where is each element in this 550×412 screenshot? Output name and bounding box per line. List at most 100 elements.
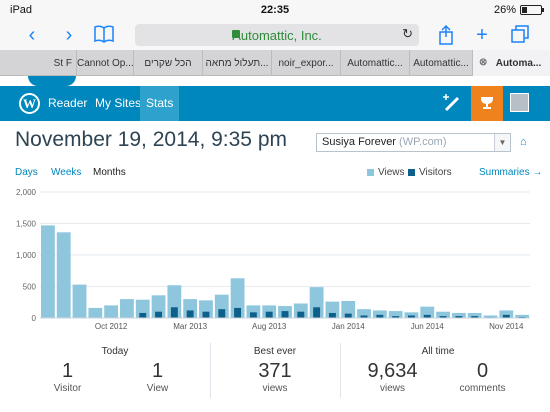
legend-visitors: Visitors xyxy=(419,167,452,178)
x-tick-label: Aug 2013 xyxy=(252,322,287,331)
divider xyxy=(340,343,341,398)
y-tick-label: 500 xyxy=(23,283,37,292)
nav-stats[interactable]: Stats xyxy=(140,86,180,121)
summaries-link[interactable]: Summaries → xyxy=(479,167,543,178)
visitors-bar xyxy=(455,316,463,318)
all-time-comments-count: 0 xyxy=(476,360,489,382)
page-peek xyxy=(28,76,76,86)
visitors-bar xyxy=(328,312,336,318)
views-bar xyxy=(404,312,419,318)
visitors-bar xyxy=(344,313,352,318)
new-tab-icon[interactable]: + xyxy=(476,24,488,46)
address-bar[interactable]: Automattic, Inc. ↻ xyxy=(135,24,419,46)
views-bar xyxy=(515,314,529,318)
visitors-bar xyxy=(471,316,479,318)
visitors-bar xyxy=(439,316,447,318)
tab-days[interactable]: Days xyxy=(15,167,38,178)
visitors-bar xyxy=(170,307,178,318)
url-text: Automattic, Inc. xyxy=(232,28,322,43)
views-bar xyxy=(41,225,55,318)
reload-icon[interactable]: ↻ xyxy=(402,26,413,41)
views-bar xyxy=(56,232,71,318)
tab-months[interactable]: Months xyxy=(93,167,126,178)
browser-tab[interactable]: noir_expor... xyxy=(271,50,340,76)
visitors-bar xyxy=(297,311,305,318)
status-bar: iPad 22:35 26% xyxy=(0,0,550,20)
all-time-views-count: 9,634 xyxy=(367,360,418,382)
legend-views: Views xyxy=(378,167,405,178)
visitors-bar xyxy=(186,310,194,318)
share-icon[interactable] xyxy=(434,24,458,46)
home-icon[interactable]: ⌂ xyxy=(520,136,527,148)
visitors-bar xyxy=(423,314,431,318)
visitors-bar xyxy=(155,311,162,318)
close-tab-icon[interactable]: ⊗ xyxy=(479,57,488,68)
visitors-bar xyxy=(265,311,273,318)
visitors-bar xyxy=(249,312,257,318)
divider xyxy=(210,343,211,398)
y-tick-label: 1,500 xyxy=(16,220,37,229)
device-label: iPad xyxy=(10,4,33,16)
x-tick-label: Jun 2014 xyxy=(411,322,444,331)
all-time-views-label: views xyxy=(379,383,405,394)
bookmarks-icon[interactable] xyxy=(92,24,116,46)
stats-chart: 2,000 1,500 1,000 500 0 Oct 2012 Mar 2013 Aug 2… xyxy=(16,188,530,331)
today-visitor-count: 1 xyxy=(61,360,74,382)
tab-weeks[interactable]: Weeks xyxy=(51,167,82,178)
lock-icon xyxy=(232,30,240,38)
visitors-bar xyxy=(218,309,226,318)
views-bar xyxy=(483,315,498,318)
best-ever-count: 371 xyxy=(258,360,292,382)
today-visitor-label: Visitor xyxy=(53,383,82,394)
browser-tab[interactable]: תעלול מחאה... xyxy=(202,50,271,76)
y-tick-label: 1,000 xyxy=(16,251,37,260)
today-view-count: 1 xyxy=(151,360,164,382)
browser-tab[interactable]: הכל שקרים xyxy=(133,50,202,76)
chevron-down-icon: ▼ xyxy=(494,134,510,151)
back-icon[interactable]: ‹ xyxy=(28,24,36,46)
browser-tab[interactable]: Cannot Op... xyxy=(76,50,133,76)
y-tick-label: 0 xyxy=(32,314,37,323)
notifications-button[interactable] xyxy=(471,86,503,121)
visitors-bar xyxy=(234,307,242,318)
wp-nav-bar: W Reader My Sites Stats xyxy=(0,86,550,121)
visitors-bar xyxy=(502,314,510,318)
visitors-legend-swatch xyxy=(408,169,415,176)
views-bar xyxy=(72,284,87,318)
compose-icon[interactable] xyxy=(440,92,464,114)
trophy-icon xyxy=(481,97,493,109)
views-bar xyxy=(436,311,450,318)
views-bar xyxy=(372,310,387,318)
today-heading: Today xyxy=(101,346,129,357)
visitors-bar xyxy=(281,311,289,318)
x-tick-label: Oct 2012 xyxy=(95,322,128,331)
browser-tab[interactable]: St F xyxy=(53,58,72,69)
forward-icon[interactable]: › xyxy=(65,24,73,46)
tabs-overview-icon[interactable] xyxy=(508,24,532,46)
views-bar xyxy=(104,305,119,318)
views-bar xyxy=(467,312,482,318)
visitors-bar xyxy=(313,307,321,318)
views-bar xyxy=(88,307,103,318)
views-bar xyxy=(420,306,435,318)
visitors-bar xyxy=(392,316,400,318)
visitors-bar xyxy=(376,314,384,318)
battery-icon xyxy=(520,5,544,15)
best-ever-heading: Best ever xyxy=(253,346,297,357)
browser-tab[interactable]: Automattic... xyxy=(340,50,409,76)
nav-reader[interactable]: Reader xyxy=(48,96,88,110)
x-tick-label: Jan 2014 xyxy=(332,322,365,331)
wordpress-logo-icon[interactable]: W xyxy=(19,93,40,114)
browser-tab[interactable]: Automattic... xyxy=(409,50,472,76)
visitors-bar xyxy=(408,315,415,318)
today-view-label: View xyxy=(146,383,169,394)
avatar[interactable] xyxy=(510,93,529,112)
battery-percent: 26% xyxy=(493,4,516,16)
views-legend-swatch xyxy=(367,169,374,176)
site-selector[interactable]: Susiya Forever (WP.com) ▼ xyxy=(316,133,511,152)
clock: 22:35 xyxy=(260,4,290,16)
x-tick-label: Nov 2014 xyxy=(489,322,524,331)
browser-tab-active[interactable]: ⊗ Automa... xyxy=(472,50,550,76)
nav-my-sites[interactable]: My Sites xyxy=(95,96,142,110)
